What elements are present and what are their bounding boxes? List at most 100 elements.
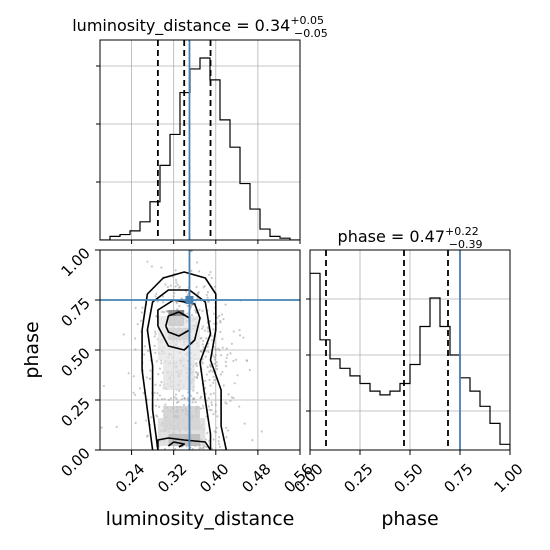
scatter-point [196, 261, 199, 264]
title-value: luminosity_distance = 0.34 [72, 16, 290, 36]
scatter-point [219, 354, 223, 357]
scatter-point [215, 361, 218, 364]
title-value: phase = 0.47 [338, 227, 445, 246]
scatter-point [146, 434, 149, 437]
scatter-point [233, 382, 236, 385]
scatter-point [217, 347, 220, 350]
x-tick-label: 1.00 [490, 460, 526, 496]
contour-line [157, 299, 201, 351]
scatter-point [186, 304, 189, 308]
scatter-point [202, 325, 205, 328]
scatter-point [134, 421, 137, 425]
scatter-point [127, 372, 130, 375]
scatter-point [210, 409, 213, 412]
scatter-point [145, 376, 148, 379]
scatter-point [208, 273, 211, 276]
scatter-point [178, 305, 181, 308]
panel-title: phase = 0.47+0.22 −0.39 [338, 225, 483, 251]
scatter-point [238, 328, 241, 332]
scatter-point [211, 370, 214, 373]
scatter-point [162, 311, 166, 314]
scatter-point [194, 371, 198, 374]
scatter-point [216, 415, 219, 418]
scatter-point [155, 414, 158, 417]
scatter-point [205, 293, 209, 297]
scatter-point [158, 367, 162, 370]
scatter-point [153, 391, 156, 394]
scatter-point [194, 363, 197, 366]
scatter-point [199, 396, 202, 400]
scatter-point [180, 398, 184, 401]
scatter-point [226, 353, 229, 357]
scatter-point [205, 445, 208, 449]
y-tick-label: 0.00 [57, 444, 93, 480]
title-lower-error: −0.05 [294, 27, 328, 40]
scatter-point [208, 370, 211, 373]
scatter-point [213, 378, 216, 382]
scatter-point [160, 381, 163, 384]
scatter-point [140, 311, 143, 314]
scatter-point [88, 329, 90, 331]
scatter-point [202, 407, 205, 410]
scatter-point [146, 398, 149, 401]
scatter-point [132, 391, 135, 394]
scatter-point [229, 399, 232, 402]
scatter-point [225, 426, 228, 429]
scatter-point [206, 345, 209, 348]
x-tick-label: 0.40 [196, 460, 232, 496]
scatter-point [235, 358, 238, 361]
contour-line [141, 271, 228, 450]
scatter-point [173, 292, 176, 295]
y-axis-label-phase: phase [21, 321, 43, 378]
scatter-point [229, 352, 232, 355]
scatter-point [160, 362, 163, 365]
scatter-point [173, 396, 176, 399]
scatter-point [219, 321, 222, 324]
scatter-point [191, 401, 194, 404]
scatter-point [214, 353, 217, 356]
scatter-point [166, 285, 170, 289]
scatter-point [212, 438, 215, 441]
scatter-point [210, 276, 213, 280]
scatter-point [207, 397, 210, 400]
scatter-point [132, 375, 135, 378]
scatter-point [216, 367, 219, 371]
scatter-point [145, 419, 148, 422]
scatter-point [198, 447, 201, 450]
scatter-point [161, 310, 164, 314]
scatter-point [194, 400, 197, 404]
scatter-point [204, 355, 207, 358]
scatter-point [157, 373, 160, 376]
scatter-point [142, 392, 145, 395]
scatter-point [138, 387, 142, 390]
density-panel [88, 250, 263, 450]
scatter-point [260, 430, 263, 433]
scatter-point [155, 292, 158, 295]
scatter-point [236, 374, 239, 377]
scatter-point [221, 370, 224, 374]
scatter-point [225, 436, 228, 439]
scatter-point [155, 315, 158, 318]
scatter-point [224, 303, 227, 306]
scatter-point [217, 440, 220, 443]
x-tick-label: 0.32 [154, 460, 190, 496]
scatter-point [146, 349, 150, 353]
scatter-point [215, 364, 219, 367]
scatter-point [194, 309, 197, 312]
scatter-point [220, 313, 224, 316]
scatter-point [225, 347, 228, 350]
scatter-point [209, 393, 212, 396]
scatter-point [225, 356, 228, 359]
scatter-point [169, 397, 172, 400]
scatter-point [158, 405, 161, 408]
scatter-point [208, 378, 211, 381]
scatter-point [134, 348, 137, 351]
scatter-point [251, 438, 254, 442]
scatter-point [201, 343, 204, 346]
scatter-point [156, 300, 159, 303]
scatter-point [224, 364, 228, 368]
scatter-point [216, 316, 219, 319]
scatter-point [206, 432, 209, 435]
scatter-point [215, 426, 218, 429]
